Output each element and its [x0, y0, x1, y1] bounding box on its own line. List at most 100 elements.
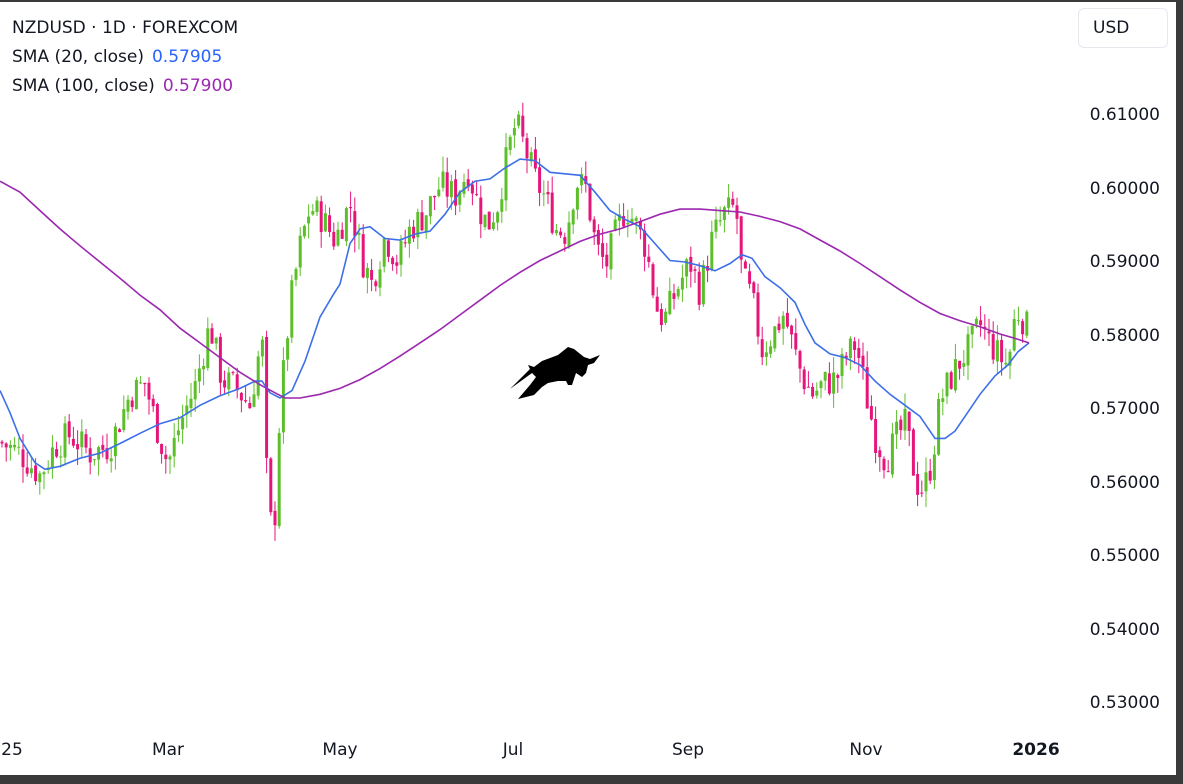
candle-body [139, 382, 143, 384]
candle-body [202, 365, 206, 370]
candle-body [428, 196, 432, 217]
sma20-value: 0.57905 [151, 47, 223, 67]
candle-body [445, 172, 449, 197]
candle-body [160, 443, 164, 454]
candle-body [991, 334, 995, 360]
candle-body [386, 240, 390, 257]
time-axis[interactable]: 25 Mar May Jul Sep Nov 2026 [0, 740, 1170, 766]
candle-body [727, 197, 731, 208]
candle-body [739, 216, 743, 260]
candle-body [302, 225, 306, 237]
legend-sma100[interactable]: SMA (100, close) 0.57900 [12, 72, 238, 101]
price-tick: 0.59000 [1089, 252, 1160, 272]
candle-body [193, 381, 197, 400]
candle-body [277, 433, 281, 527]
candle-body [34, 465, 38, 482]
price-tick: 0.56000 [1089, 472, 1160, 493]
candle-body [433, 195, 437, 198]
candle-body [605, 254, 609, 267]
candle-body [189, 398, 193, 409]
price-tick: 0.57000 [1089, 399, 1160, 419]
candle-body [890, 433, 894, 475]
candle-body [294, 268, 298, 280]
candle-body [286, 338, 290, 360]
candle-body [634, 217, 638, 221]
candle-body [945, 372, 949, 397]
candle-body [378, 269, 382, 288]
candle-body [899, 419, 903, 431]
candle-body [714, 219, 718, 232]
candle-body [567, 222, 571, 247]
time-tick: Nov [849, 740, 883, 760]
candle-body [916, 473, 920, 495]
candle-body [1000, 340, 1004, 363]
candle-body [508, 136, 512, 151]
candle-body [638, 220, 642, 230]
candle-body [584, 176, 588, 184]
candle-body [118, 429, 122, 433]
candle-body [382, 238, 386, 267]
candle-body [802, 369, 806, 390]
candle-body [181, 417, 185, 430]
candle-body [55, 449, 59, 457]
bull-icon [510, 347, 600, 399]
candle-body [538, 167, 542, 193]
candle-body [596, 229, 600, 245]
candle-body [122, 409, 126, 431]
candle-body [806, 386, 810, 388]
price-tick: 0.55000 [1089, 546, 1160, 566]
candle-body [273, 510, 277, 526]
candle-body [853, 341, 857, 350]
candle-body [1008, 351, 1012, 366]
candle-body [655, 296, 659, 312]
candle-body [252, 394, 256, 407]
candle-body [437, 189, 441, 197]
candle-body [743, 261, 747, 269]
symbol-title[interactable]: NZDUSD · 1D · FOREXCOM [12, 18, 239, 38]
candle-body [244, 400, 248, 402]
candle-body [554, 230, 558, 234]
candle-body [185, 405, 189, 415]
candle-body [412, 226, 416, 239]
candle-body [374, 281, 378, 287]
candle-body [630, 218, 634, 223]
candle-body [697, 271, 701, 305]
candle-body [361, 234, 365, 278]
candle-body [953, 359, 957, 391]
sma20-line [0, 158, 1030, 471]
price-tick: 0.60000 [1089, 178, 1160, 199]
candle-body [521, 115, 525, 137]
candle-body [1012, 319, 1016, 351]
currency-button[interactable]: USD [1078, 8, 1168, 48]
price-axis[interactable]: 0.61000 0.60000 0.59000 0.58000 0.57000 0.560… [1070, 0, 1170, 770]
candle-body [559, 231, 563, 236]
candle-body [357, 233, 361, 235]
candle-body [265, 336, 269, 458]
candle-body [718, 220, 722, 222]
candle-body [979, 320, 983, 326]
candle-body [937, 399, 941, 455]
candle-body [59, 456, 63, 458]
candle-body [949, 372, 953, 389]
candle-body [496, 212, 500, 223]
candle-body [210, 328, 214, 344]
price-tick: 0.61000 [1089, 105, 1160, 125]
candle-body [483, 214, 487, 228]
candle-body [563, 237, 567, 244]
candle-body [424, 215, 428, 232]
candle-body [462, 182, 466, 194]
candle-body [113, 426, 117, 457]
sma100-line [0, 180, 1030, 399]
chart-legend: NZDUSD · 1D · FOREXCOM SMA (20, close) 0.… [12, 14, 238, 101]
candle-body [67, 421, 71, 438]
legend-sma20[interactable]: SMA (20, close) 0.57905 [12, 43, 238, 72]
candle-body [987, 331, 991, 334]
candle-body [966, 334, 970, 366]
candle-body [781, 315, 785, 329]
candle-body [680, 277, 684, 290]
candle-body [491, 222, 495, 230]
price-chart-canvas[interactable] [0, 0, 1070, 735]
candle-body [63, 423, 67, 458]
candle-body [760, 339, 764, 358]
candle-body [105, 448, 109, 460]
